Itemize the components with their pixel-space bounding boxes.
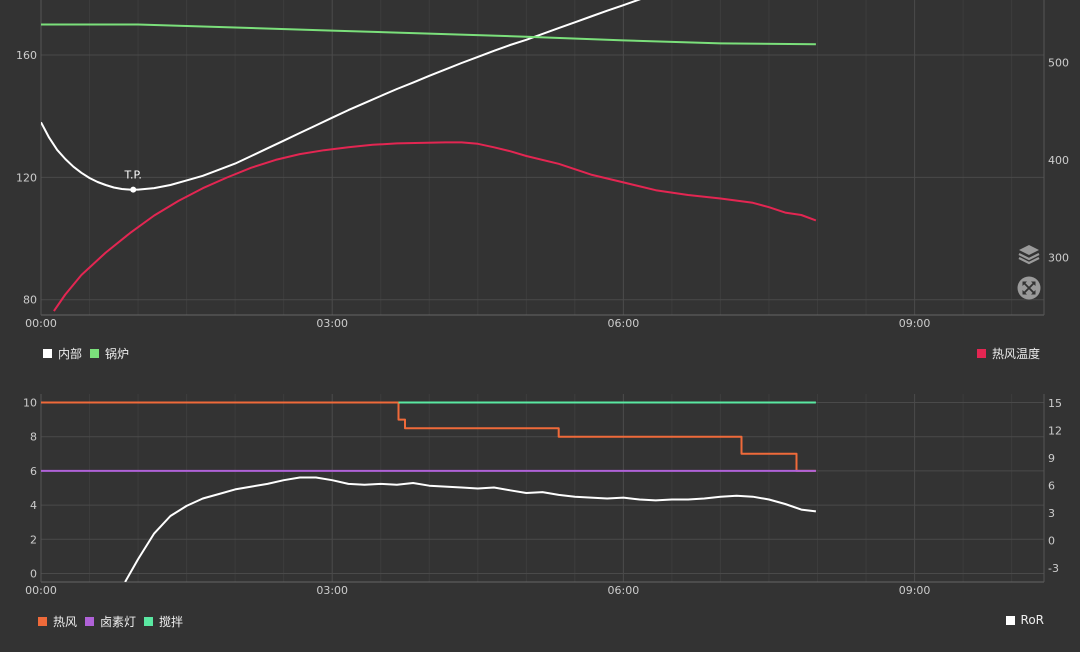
- series-line-1: [41, 23, 816, 46]
- series-line-0: [41, 401, 816, 472]
- x-tick-label: 06:00: [608, 584, 640, 597]
- legend-item-agitator[interactable]: 搅拌: [144, 613, 183, 630]
- y-left-tick-label: 8: [30, 431, 37, 444]
- legend-label: 搅拌: [159, 615, 184, 629]
- legend-item-boiler[interactable]: 锅炉: [90, 345, 129, 362]
- legend-item-hot-air[interactable]: 热风: [38, 613, 77, 630]
- layers-button[interactable]: [1017, 242, 1041, 266]
- legend-label: RoR: [1020, 613, 1044, 627]
- temperature-chart: 00:00 03:00 06:00 09:00 80 120 160 300 400 500 T.P…: [16, 0, 1069, 330]
- series-line-ror: [124, 476, 817, 582]
- y-left-tick-label: 4: [30, 499, 37, 512]
- series-line-2: [53, 141, 817, 312]
- legend-item-internal[interactable]: 内部: [43, 345, 82, 362]
- legend-label: 锅炉: [105, 347, 130, 361]
- legend-item-halogen[interactable]: 卤素灯: [85, 613, 136, 630]
- x-tick-label: 00:00: [25, 317, 57, 330]
- top-legend-left: 内部 锅炉: [43, 345, 129, 362]
- y-right-tick-label: 12: [1048, 425, 1062, 438]
- layers-icon: [1018, 245, 1040, 265]
- x-tick-label: 09:00: [899, 317, 931, 330]
- x-tick-label: 00:00: [25, 584, 57, 597]
- legend-swatch: [85, 617, 95, 626]
- y-left-tick-label: 160: [16, 49, 37, 62]
- y-left-tick-label: 0: [30, 567, 37, 580]
- x-tick-label: 03:00: [316, 317, 348, 330]
- legend-swatch: [43, 349, 52, 358]
- series-line-0: [41, 0, 641, 191]
- y-right-tick-label: 3: [1048, 507, 1055, 520]
- expand-button[interactable]: [1017, 276, 1041, 300]
- legend-swatch: [90, 349, 100, 358]
- y-right-tick-label: -3: [1048, 562, 1059, 575]
- legend-label: 热风: [53, 615, 78, 629]
- y-left-tick-label: 120: [16, 171, 37, 184]
- bottom-legend-left: 热风 卤素灯 搅拌: [38, 613, 183, 630]
- x-tick-label: 09:00: [899, 584, 931, 597]
- y-left-tick-label: 6: [30, 465, 37, 478]
- x-tick-label: 06:00: [608, 317, 640, 330]
- bottom-legend-right: RoR: [1005, 613, 1044, 627]
- legend-swatch: [976, 349, 986, 358]
- tp-marker: [130, 186, 137, 193]
- legend-item-ror[interactable]: RoR: [1005, 613, 1044, 627]
- y-right-tick-label: 500: [1048, 56, 1069, 69]
- legend-swatch: [1005, 615, 1015, 625]
- y-right-tick-label: 15: [1048, 397, 1062, 410]
- y-right-tick-label: 300: [1048, 251, 1069, 264]
- legend-swatch: [38, 617, 47, 626]
- expand-arrows-icon: [1017, 276, 1041, 300]
- legend-label: 内部: [58, 347, 83, 361]
- y-right-tick-label: 9: [1048, 452, 1055, 465]
- top-legend-right: 热风温度: [976, 345, 1040, 362]
- legend-item-hot-air-temp[interactable]: 热风温度: [976, 345, 1040, 362]
- y-right-tick-label: 400: [1048, 154, 1069, 167]
- legend-label: 热风温度: [991, 347, 1040, 361]
- legend-label: 卤素灯: [100, 615, 137, 629]
- control-chart: 00:00 03:00 06:00 09:00 0 2 4 6 8 10 -3 0 3 6 9 12 15: [23, 394, 1062, 597]
- y-right-tick-label: 6: [1048, 480, 1055, 493]
- y-left-tick-label: 10: [23, 397, 37, 410]
- y-left-tick-label: 80: [23, 294, 37, 307]
- legend-swatch: [144, 617, 154, 626]
- tp-label: T.P.: [124, 169, 142, 182]
- x-tick-label: 03:00: [316, 584, 348, 597]
- y-right-tick-label: 0: [1048, 535, 1055, 548]
- y-left-tick-label: 2: [30, 533, 37, 546]
